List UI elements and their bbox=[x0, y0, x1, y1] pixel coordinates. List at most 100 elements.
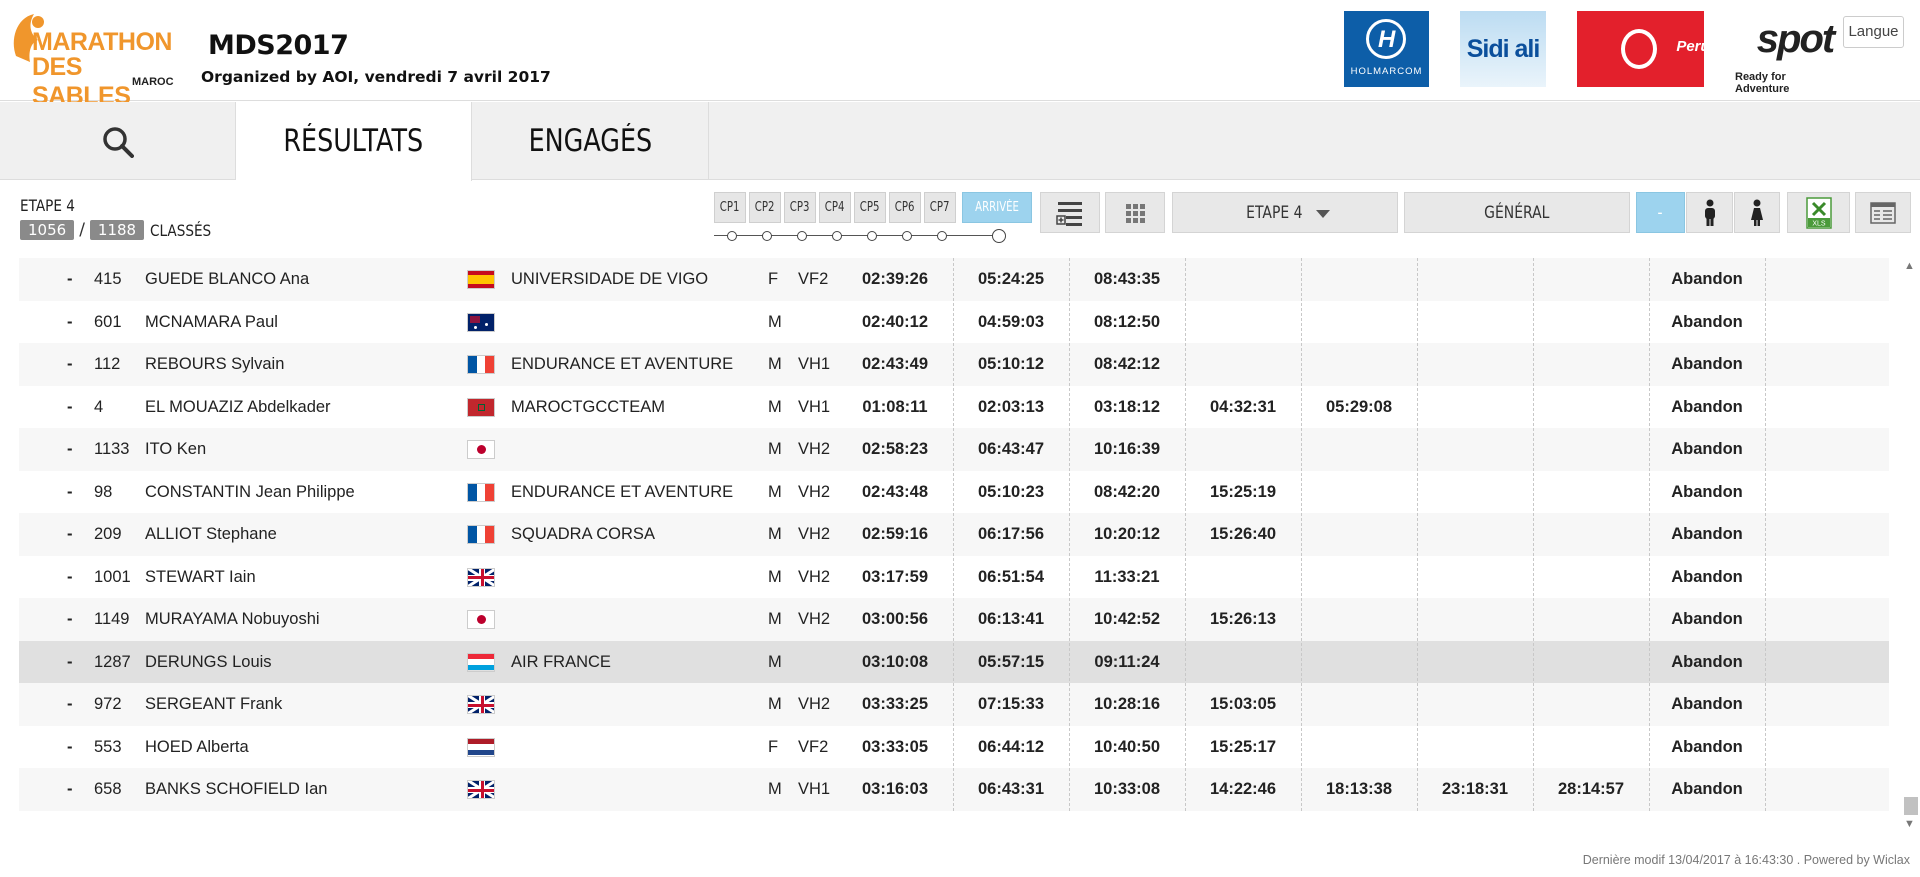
runner-name-cell[interactable]: EL MOUAZIZ Abdelkader bbox=[145, 397, 331, 416]
checkpoint-time-cell: 15:25:19 bbox=[1209, 482, 1277, 501]
checkpoint-time-cell: 06:43:31 bbox=[977, 780, 1045, 798]
table-row[interactable]: - 553 HOED Alberta F VF2 03:33:05 06:44:12 10:4… bbox=[19, 726, 1889, 769]
language-button[interactable]: Langue bbox=[1843, 16, 1904, 48]
spot-tagline: Ready for Adventure bbox=[1735, 71, 1790, 95]
timeline-dot[interactable] bbox=[867, 231, 877, 241]
gender-male-button[interactable] bbox=[1686, 192, 1733, 233]
grid-view-button[interactable] bbox=[1105, 192, 1165, 233]
table-row[interactable]: - 209 ALLIOT Stephane SQUADRA CORSA M VH2 02:5… bbox=[19, 513, 1889, 556]
timeline-dot[interactable] bbox=[797, 231, 807, 241]
table-row[interactable]: - 1001 STEWART Iain M VH2 03:17:59 06:51:54 11:… bbox=[19, 556, 1889, 599]
status-cell: Abandon bbox=[1671, 567, 1743, 586]
male-icon bbox=[1704, 199, 1715, 226]
gender-all-button[interactable]: - bbox=[1636, 192, 1685, 233]
logo-line3: MAROC bbox=[132, 76, 174, 88]
list-view-button[interactable] bbox=[1040, 192, 1100, 233]
scrollbar-thumb[interactable] bbox=[1904, 797, 1918, 815]
runner-logo-icon bbox=[13, 14, 44, 62]
table-row[interactable]: - 1149 MURAYAMA Nobuyoshi M VH2 03:00:56 06:13… bbox=[19, 598, 1889, 641]
runner-name-cell[interactable]: BANKS SCHOFIELD Ian bbox=[145, 780, 328, 798]
sex-cell: M bbox=[768, 652, 782, 671]
runner-name-cell[interactable]: DERUNGS Louis bbox=[145, 652, 272, 671]
scroll-down-icon[interactable]: ▼ bbox=[1904, 818, 1915, 830]
rank-cell: - bbox=[67, 397, 73, 416]
columns-icon bbox=[1870, 202, 1896, 224]
checkpoint-time-cell: 08:42:20 bbox=[1093, 482, 1161, 501]
general-button[interactable]: GÉNÉRAL bbox=[1404, 192, 1630, 233]
club-cell: ENDURANCE ET AVENTURE bbox=[511, 355, 734, 373]
table-row[interactable]: - 4 EL MOUAZIZ Abdelkader MAROCTGCCTEAM M VH1… bbox=[19, 386, 1889, 429]
runner-name-cell[interactable]: STEWART Iain bbox=[145, 567, 256, 586]
table-row[interactable]: - 601 MCNAMARA Paul M 02:40:12 04:59:03 08:12:… bbox=[19, 301, 1889, 344]
runner-name-cell[interactable]: SERGEANT Frank bbox=[145, 695, 283, 713]
export-xls-button[interactable]: XLS bbox=[1787, 192, 1850, 233]
sponsor-spot[interactable]: spot Ready for Adventure bbox=[1733, 11, 1835, 95]
ranked-label: CLASSÉS bbox=[150, 220, 212, 240]
runner-name-cell[interactable]: MURAYAMA Nobuyoshi bbox=[145, 610, 320, 628]
checkpoint-time-cell: 05:29:08 bbox=[1325, 397, 1393, 416]
mds-logo[interactable]: MARATHON DES SABLES MAROC bbox=[8, 10, 186, 110]
runner-name-cell[interactable]: ITO Ken bbox=[145, 440, 207, 458]
checkpoint-cp7[interactable]: CP7 bbox=[924, 192, 956, 223]
columns-button[interactable] bbox=[1855, 192, 1911, 233]
runner-name-cell[interactable]: HOED Alberta bbox=[145, 737, 249, 756]
runner-name-cell[interactable]: REBOURS Sylvain bbox=[145, 355, 285, 373]
checkpoint-time-cell bbox=[1417, 428, 1533, 471]
stage-dropdown[interactable]: ETAPE 4 bbox=[1172, 192, 1398, 233]
table-row[interactable]: - 1287 DERUNGS Louis AIR FRANCE M 03:10:08 05:… bbox=[19, 640, 1889, 684]
sponsor-sidiali[interactable]: Sidi ali bbox=[1460, 11, 1546, 87]
runner-name-cell[interactable]: MCNAMARA Paul bbox=[145, 312, 278, 331]
tab-engages[interactable]: ENGAGÉS bbox=[472, 102, 709, 180]
runner-name-cell[interactable]: GUEDE BLANCO Ana bbox=[145, 270, 310, 288]
bib-cell: 601 bbox=[94, 312, 122, 331]
checkpoint-time-cell: 02:58:23 bbox=[861, 440, 929, 458]
timeline-dot[interactable] bbox=[727, 231, 737, 241]
checkpoint-time-cell: 08:42:12 bbox=[1093, 355, 1161, 373]
tab-search[interactable] bbox=[0, 102, 236, 180]
rank-cell: - bbox=[67, 567, 73, 586]
sponsor-holmarcom[interactable]: H HOLMARCOM bbox=[1344, 11, 1429, 87]
checkpoint-time-cell bbox=[1301, 598, 1417, 641]
timeline-dot[interactable] bbox=[937, 231, 947, 241]
rank-cell: - bbox=[67, 525, 73, 543]
checkpoint-time-cell: 10:28:16 bbox=[1093, 695, 1161, 713]
table-row[interactable]: - 112 REBOURS Sylvain ENDURANCE ET AVENTURE… bbox=[19, 343, 1889, 386]
table-row[interactable]: - 972 SERGEANT Frank M VH2 03:33:25 07:15:33 10… bbox=[19, 683, 1889, 726]
timeline-dot-end[interactable] bbox=[992, 229, 1006, 243]
bib-cell: 1287 bbox=[94, 652, 131, 671]
table-row[interactable]: - 658 BANKS SCHOFIELD Ian M VH1 03:16:03 06:43… bbox=[19, 768, 1889, 811]
checkpoint-cp5[interactable]: CP5 bbox=[854, 192, 886, 223]
runner-name-cell[interactable]: CONSTANTIN Jean Philippe bbox=[145, 482, 355, 501]
count-separator: / bbox=[79, 220, 85, 240]
checkpoint-cp3[interactable]: CP3 bbox=[784, 192, 816, 223]
table-row[interactable]: - 1133 ITO Ken M VH2 02:58:23 06:43:47 10:16:39… bbox=[19, 428, 1889, 471]
checkpoint-time-cell: 23:18:31 bbox=[1441, 780, 1509, 798]
scroll-up-icon[interactable]: ▲ bbox=[1904, 260, 1915, 272]
runner-name-cell[interactable]: ALLIOT Stephane bbox=[145, 525, 277, 543]
timeline-dot[interactable] bbox=[762, 231, 772, 241]
ranked-count-badge: 1056 bbox=[20, 220, 75, 240]
sex-cell: M bbox=[768, 482, 782, 501]
status-cell: Abandon bbox=[1671, 695, 1743, 713]
checkpoint-cp2[interactable]: CP2 bbox=[749, 192, 781, 223]
checkpoint-time-cell: 03:17:59 bbox=[861, 567, 929, 586]
checkpoint-time-cell bbox=[1185, 641, 1301, 684]
timeline-dot[interactable] bbox=[902, 231, 912, 241]
checkpoint-time-cell: 05:10:23 bbox=[977, 482, 1045, 501]
table-row[interactable]: - 98 CONSTANTIN Jean Philippe ENDURANCE ET … bbox=[19, 471, 1889, 514]
checkpoint-arrivee[interactable]: ARRIVÉE bbox=[962, 192, 1032, 223]
checkpoint-cp4[interactable]: CP4 bbox=[819, 192, 851, 223]
country-flag-icon bbox=[467, 397, 495, 417]
timeline-dot[interactable] bbox=[832, 231, 842, 241]
category-cell: VH2 bbox=[798, 695, 831, 713]
sex-cell: M bbox=[768, 525, 782, 543]
checkpoint-time-cell bbox=[1533, 683, 1649, 726]
table-row[interactable]: - 415 GUEDE BLANCO Ana UNIVERSIDADE DE VIGO… bbox=[19, 258, 1889, 301]
gender-female-button[interactable] bbox=[1734, 192, 1780, 233]
checkpoint-cp1[interactable]: CP1 bbox=[714, 192, 746, 223]
scrollbar[interactable] bbox=[1902, 258, 1920, 818]
sponsor-peru[interactable]: Perú bbox=[1577, 11, 1710, 87]
tab-resultats[interactable]: RÉSULTATS bbox=[236, 102, 472, 181]
ranked-count: 1056 / 1188 CLASSÉS bbox=[20, 219, 222, 241]
checkpoint-cp6[interactable]: CP6 bbox=[889, 192, 921, 223]
